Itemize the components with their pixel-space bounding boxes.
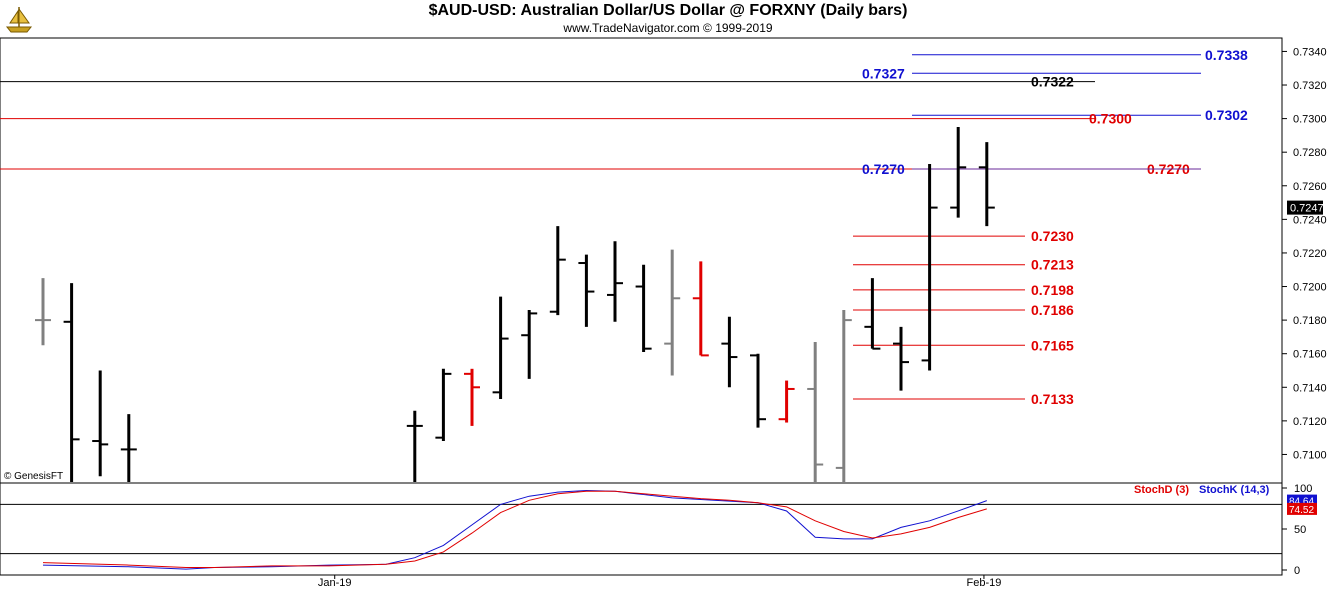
price-tick-label: 0.7120 [1293, 416, 1327, 428]
stochastic-tick-label: 0 [1294, 565, 1300, 577]
stochk-value: 84.64 [1289, 497, 1314, 508]
ship-logo-icon [3, 3, 35, 35]
watermark: © GenesisFT [4, 471, 63, 482]
stochastic-lines: StochD (3) StochK (14,3) [0, 484, 1282, 570]
last-price-label: 0.7247 [1290, 203, 1324, 215]
price-tick-label: 0.7320 [1293, 80, 1327, 92]
price-tick-label: 0.7160 [1293, 349, 1327, 361]
level-label: 0.7213 [1031, 257, 1074, 273]
level-label: 0.7133 [1031, 391, 1074, 407]
price-tick-label: 0.7240 [1293, 214, 1327, 226]
level-label: 0.7230 [1031, 228, 1074, 244]
chart-subtitle: www.TradeNavigator.com © 1999-2019 [563, 21, 773, 35]
price-tick-label: 0.7200 [1293, 282, 1327, 294]
level-lines: 0.7338 0.7327 0.7322 0.7302 0.7300 0.7270 0.72… [0, 47, 1248, 407]
level-label: 0.7270 [862, 161, 905, 177]
level-label: 0.7165 [1031, 337, 1074, 353]
stochd-value-box [1287, 502, 1317, 515]
stochastic-tick-label: 100 [1294, 483, 1312, 495]
time-tick-label: Feb-19 [967, 577, 1002, 589]
last-price-box [1287, 200, 1323, 215]
legend-stochk: StochK (14,3) [1199, 484, 1270, 496]
price-bars [35, 127, 995, 482]
level-label: 0.7327 [862, 65, 905, 81]
stochd-value: 74.52 [1289, 505, 1314, 516]
chart-title: $AUD-USD: Australian Dollar/US Dollar @ … [428, 2, 908, 19]
stochastic-panel [0, 482, 1283, 576]
price-tick-label: 0.7220 [1293, 248, 1327, 260]
price-tick-label: 0.7260 [1293, 181, 1327, 193]
level-label: 0.7198 [1031, 282, 1074, 298]
price-tick-label: 0.7180 [1293, 315, 1327, 327]
price-panel [0, 37, 1283, 484]
price-tick-label: 0.7140 [1293, 382, 1327, 394]
time-axis: Jan-19 Feb-19 [318, 575, 1001, 589]
level-label: 0.7338 [1205, 47, 1248, 63]
level-label: 0.7186 [1031, 302, 1074, 318]
time-tick-label: Jan-19 [318, 577, 352, 589]
stochastic-series-line [42, 490, 987, 569]
level-label: 0.7302 [1205, 107, 1248, 123]
price-tick-label: 0.7280 [1293, 147, 1327, 159]
chart-header: $AUD-USD: Australian Dollar/US Dollar @ … [0, 0, 1336, 38]
price-tick-label: 0.7340 [1293, 46, 1327, 58]
price-tick-label: 0.7100 [1293, 449, 1327, 461]
level-label: 0.7322 [1031, 74, 1074, 90]
price-axis: 0.7100 0.7120 0.7140 0.7160 0.7180 0.7200 0.72… [1282, 46, 1327, 461]
level-label: 0.7300 [1089, 111, 1132, 127]
price-tick-label: 0.7300 [1293, 114, 1327, 126]
stochastic-tick-label: 50 [1294, 524, 1306, 536]
legend-stochd: StochD (3) [1134, 484, 1189, 496]
